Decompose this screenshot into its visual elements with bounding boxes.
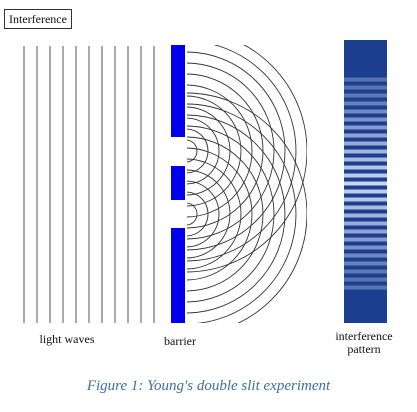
pattern-fringe (344, 189, 387, 194)
pattern-fringe (344, 101, 387, 106)
wavefront-arc-upper-slit (187, 62, 275, 240)
pattern-fringe (344, 93, 387, 98)
pattern-fringe (344, 221, 387, 226)
barrier (171, 45, 185, 323)
interference-pattern-label: interference pattern (318, 330, 410, 356)
pattern-fringe (344, 269, 387, 274)
pattern-fringe (344, 149, 387, 154)
pattern-fringe (344, 205, 387, 210)
pattern-fringe (344, 77, 387, 82)
pattern-fringe (344, 85, 387, 90)
wavefront-arc-lower-slit (187, 202, 198, 226)
barrier-segment-top (171, 45, 185, 137)
pattern-fringe (344, 133, 387, 138)
pattern-fringe (344, 125, 387, 130)
pattern-fringe (344, 157, 387, 162)
pattern-fringe (344, 141, 387, 146)
light-waves-label: light waves (39, 332, 95, 346)
pattern-fringe (344, 277, 387, 282)
pattern-fringe (344, 253, 387, 258)
diffracted-wavefronts (187, 45, 307, 323)
wavefront-arc-lower-slit (187, 169, 231, 259)
pattern-fringe (344, 197, 387, 202)
interference-pattern-label-line2: pattern (347, 342, 381, 356)
wavefront-arc-lower-slit (187, 114, 286, 314)
wavefront-arc-lower-slit (187, 136, 264, 292)
wavefront-arc-lower-slit (187, 92, 307, 323)
barrier-segment-bottom (171, 228, 185, 323)
wavefront-arc-upper-slit (187, 117, 220, 185)
pattern-fringe (344, 229, 387, 234)
pattern-fringe (344, 213, 387, 218)
plane-waves (23, 46, 155, 323)
barrier-segment-middle (171, 166, 185, 200)
pattern-fringe (344, 109, 387, 114)
wavefront-arc-upper-slit (187, 95, 242, 207)
pattern-fringe (344, 165, 387, 170)
interference-pattern-label-line1: interference (335, 329, 393, 343)
wavefront-arc-lower-slit (187, 191, 209, 237)
wavefront-arc-lower-slit (187, 158, 242, 270)
wavefront-arc-upper-slit (187, 84, 253, 218)
pattern-fringe (344, 245, 387, 250)
pattern-fringe (344, 117, 387, 122)
pattern-fringe (344, 181, 387, 186)
pattern-fringe (344, 285, 387, 290)
wavefront-arc-lower-slit (187, 147, 253, 281)
wavefront-arc-upper-slit (187, 51, 286, 251)
wavefront-arc-upper-slit (187, 45, 297, 262)
diagram-title: Interference (4, 9, 72, 29)
wavefront-arc-lower-slit (187, 180, 220, 248)
interference-pattern-screen (344, 40, 387, 323)
pattern-fringe (344, 173, 387, 178)
wavefront-arc-lower-slit (187, 103, 297, 323)
barrier-label: barrier (164, 334, 196, 348)
wavefront-arc-lower-slit (187, 125, 275, 303)
wavefront-arc-upper-slit (187, 45, 307, 273)
figure-caption: Figure 1: Young's double slit experiment (86, 378, 331, 394)
wavefront-arc-upper-slit (187, 139, 198, 163)
pattern-fringe (344, 261, 387, 266)
wavefront-arc-upper-slit (187, 73, 264, 229)
pattern-fringe (344, 237, 387, 242)
